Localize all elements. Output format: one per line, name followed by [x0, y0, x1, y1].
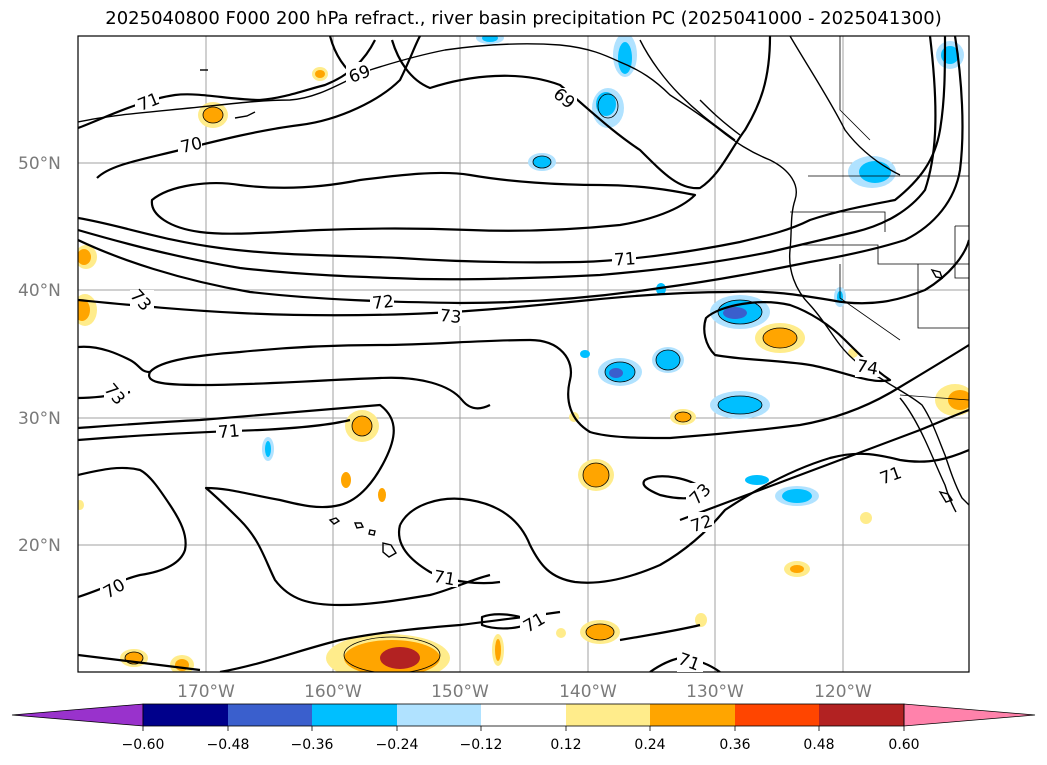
contour-label: 72 [371, 292, 395, 314]
latitude-labels: 50°N 40°N 30°N 20°N [18, 154, 61, 556]
coastline [78, 36, 969, 558]
contour-label: 71 [217, 421, 240, 443]
colorbar-tick-label: −0.24 [376, 737, 419, 753]
refractivity-contours [78, 36, 969, 672]
colorbar-segment [228, 704, 312, 726]
shading-outlines [124, 93, 798, 672]
colorbar-tick-label: 0.24 [634, 737, 665, 753]
colorbar-ticks [142, 726, 905, 731]
colorbar-tick-label: 0.60 [888, 737, 919, 753]
longitude-labels: 170°W 160°W 150°W 140°W 130°W 120°W [177, 682, 872, 702]
colorbar-tick-label: 0.36 [719, 737, 750, 753]
lon-label: 130°W [686, 682, 744, 702]
colorbar-segment [397, 704, 481, 726]
colorbar-tick-label: −0.60 [122, 737, 165, 753]
contour-label: 71 [613, 249, 636, 270]
colorbar-segment [819, 704, 904, 726]
colorbar-segment [566, 704, 650, 726]
colorbar-extend-right [903, 703, 1036, 727]
lat-label: 20°N [18, 536, 61, 556]
contour-label: 74 [855, 356, 880, 379]
lat-label: 30°N [18, 409, 61, 429]
lon-label: 120°W [814, 682, 872, 702]
contour-label: 73 [439, 306, 463, 328]
contour-label: 71 [432, 567, 457, 590]
lon-label: 160°W [304, 682, 362, 702]
colorbar-segment [735, 704, 819, 726]
colorbar-segment [143, 704, 228, 726]
colorbar-tick-label: −0.48 [207, 737, 250, 753]
colorbar: −0.60 −0.48 −0.36 −0.24 −0.12 0.12 0.24 … [11, 703, 1036, 753]
lat-label: 50°N [18, 154, 61, 174]
colorbar-tick-label: −0.12 [460, 737, 503, 753]
colorbar-segment [481, 704, 566, 726]
colorbar-tick-label: −0.36 [291, 737, 334, 753]
lon-label: 150°W [431, 682, 489, 702]
lon-label: 170°W [177, 682, 235, 702]
lon-label: 140°W [559, 682, 617, 702]
colorbar-extend-left [11, 703, 144, 727]
colorbar-tick-label: 0.48 [803, 737, 834, 753]
political-borders [790, 36, 969, 401]
lat-label: 40°N [18, 281, 61, 301]
colorbar-segment [650, 704, 735, 726]
map-frame [77, 35, 970, 673]
colorbar-segment [312, 704, 397, 726]
colorbar-tick-label: 0.12 [550, 737, 581, 753]
contour-labels: 69 69 71 70 71 72 73 73 73 74 71 71 71 7… [100, 61, 905, 675]
map-title: 2025040800 F000 200 hPa refract., river … [105, 8, 942, 29]
